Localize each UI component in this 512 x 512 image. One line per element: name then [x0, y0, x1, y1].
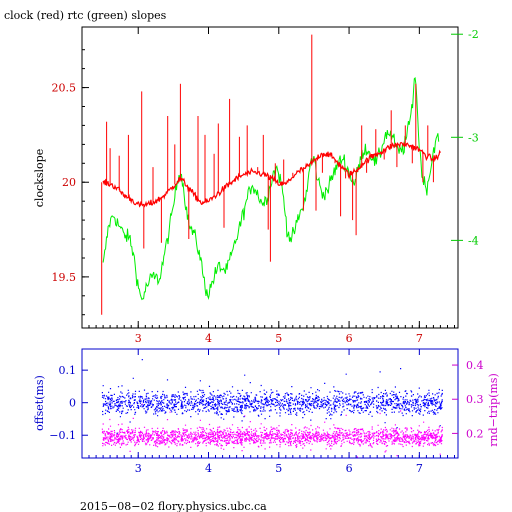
offset-chart: 3 4 5 6 7 0.1 0 −0.1 0.4 0.3 0.2 offset(ms) rnd−tr… [33, 348, 500, 475]
y2-tick-label: -4 [468, 234, 479, 247]
chart-title: clock (red) rtc (green) slopes [4, 9, 167, 22]
x-tick-label: 5 [275, 462, 282, 475]
x-tick-label: 3 [135, 462, 142, 475]
roundtrip-scatter [101, 403, 443, 458]
y-tick-label: 0 [69, 397, 76, 410]
y-tick-label: 20 [62, 176, 76, 189]
offset-series-layer [101, 359, 443, 458]
slope-chart: 3 4 5 6 7 19.5 20 20.5 -2 -3 -4 clockslope [33, 26, 479, 345]
offset-y-label: offset(ms) [33, 375, 46, 431]
y2-tick-label: 0.4 [466, 359, 484, 372]
x-tick-label: 4 [205, 332, 212, 345]
slope-axes: 3 4 5 6 7 19.5 20 20.5 -2 -3 -4 [52, 27, 479, 345]
clock-slope-line [102, 141, 441, 208]
y-tick-label: 20.5 [52, 82, 77, 95]
slope-plot-frame [81, 26, 459, 329]
y-tick-label: −0.1 [49, 429, 76, 442]
footer-date-host: 2015−08−02 flory.physics.ubc.ca [80, 500, 267, 512]
x-tick-label: 3 [135, 332, 142, 345]
y2-tick-label: 0.2 [466, 427, 484, 440]
y2-tick-label: -2 [468, 28, 479, 41]
x-tick-label: 7 [416, 462, 423, 475]
y-tick-label: 0.1 [59, 364, 77, 377]
y-tick-label: 19.5 [52, 271, 77, 284]
x-tick-label: 6 [346, 462, 353, 475]
offset-plot-frame [81, 348, 459, 459]
y2-tick-label: 0.3 [466, 393, 484, 406]
slope-y-label: clockslope [33, 149, 46, 207]
x-tick-label: 6 [346, 332, 353, 345]
x-tick-label: 5 [275, 332, 282, 345]
roundtrip-y-label: rnd−trip(ms) [487, 373, 500, 447]
x-tick-label: 4 [205, 462, 212, 475]
y2-tick-label: -3 [468, 131, 479, 144]
offset-scatter [101, 359, 443, 434]
slope-series-layer [101, 34, 441, 315]
offset-axes: 3 4 5 6 7 0.1 0 −0.1 0.4 0.3 0.2 [49, 349, 484, 475]
x-tick-label: 7 [416, 332, 423, 345]
